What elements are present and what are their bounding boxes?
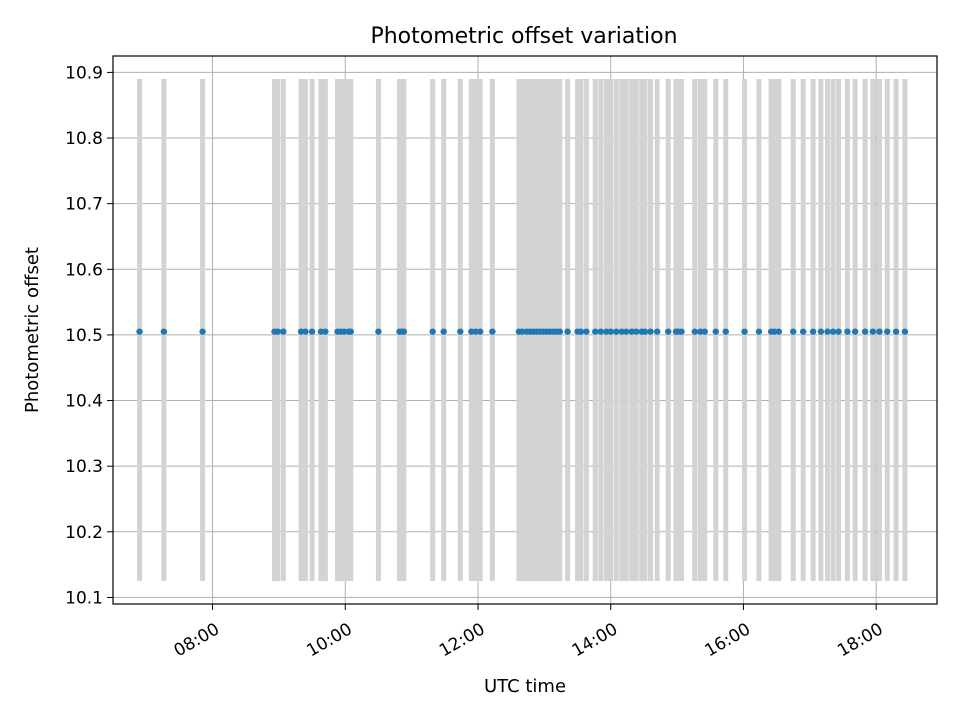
data-point — [697, 328, 704, 335]
x-tick-label: 12:00 — [436, 619, 488, 661]
data-point — [583, 328, 590, 335]
data-point — [809, 328, 817, 335]
data-point — [771, 328, 778, 335]
data-point — [274, 328, 281, 335]
x-axis-ticks: 08:00 10:00 12:00 14:00 16:00 18:00 — [171, 604, 887, 661]
data-point — [607, 328, 614, 335]
data-point — [876, 328, 883, 335]
data-point — [564, 328, 571, 335]
x-tick-label: 10:00 — [303, 619, 355, 661]
data-point — [375, 328, 382, 335]
data-point — [628, 328, 635, 335]
data-point — [160, 328, 168, 335]
data-point — [623, 328, 630, 335]
data-point — [722, 328, 729, 335]
data-point — [884, 328, 891, 335]
data-point — [317, 328, 325, 335]
y-tick-label: 10.9 — [65, 63, 103, 83]
data-point — [577, 328, 585, 335]
y-axis-label: Photometric offset — [22, 247, 43, 413]
x-tick-label: 16:00 — [702, 619, 754, 661]
data-point — [632, 328, 640, 335]
data-point — [302, 328, 309, 335]
data-point — [701, 328, 708, 335]
data-point — [472, 328, 479, 335]
data-point — [322, 328, 329, 335]
data-points — [136, 328, 909, 335]
data-point — [280, 328, 287, 335]
data-point — [603, 328, 610, 335]
data-point — [647, 328, 654, 335]
y-axis-ticks: 10.1 10.2 10.3 10.4 10.5 10.6 10.7 10.8 10.9 — [65, 63, 113, 608]
x-tick-label: 18:00 — [834, 619, 886, 661]
y-tick-label: 10.7 — [65, 195, 103, 215]
data-point — [597, 328, 604, 335]
data-point — [665, 328, 672, 335]
data-point — [347, 328, 354, 335]
plot-frame — [112, 55, 938, 605]
data-point — [556, 328, 564, 335]
y-tick-label: 10.5 — [65, 326, 103, 346]
y-tick-label: 10.1 — [65, 588, 103, 608]
data-point — [775, 328, 783, 335]
data-point — [869, 328, 877, 335]
data-point — [429, 328, 436, 335]
data-point — [824, 328, 831, 335]
x-tick-label: 14:00 — [569, 619, 621, 661]
data-point — [790, 328, 797, 335]
data-point — [653, 328, 661, 335]
data-point — [755, 328, 763, 335]
data-point — [741, 328, 748, 335]
y-tick-label: 10.2 — [65, 523, 103, 543]
data-point — [618, 328, 625, 335]
data-point — [851, 328, 859, 335]
data-point — [477, 328, 484, 335]
data-point — [861, 328, 869, 335]
data-point — [613, 328, 620, 335]
data-point — [308, 328, 316, 335]
y-tick-label: 10.8 — [65, 129, 103, 149]
data-point — [901, 328, 909, 335]
data-point — [468, 328, 475, 335]
x-axis-label: UTC time — [484, 676, 566, 697]
y-tick-label: 10.4 — [65, 392, 103, 412]
data-point — [829, 328, 837, 335]
y-tick-label: 10.6 — [65, 260, 103, 280]
data-point — [519, 328, 526, 335]
data-point — [297, 328, 305, 335]
data-point — [817, 328, 825, 335]
data-point — [844, 328, 851, 335]
y-tick-label: 10.3 — [65, 457, 103, 477]
data-point — [340, 328, 348, 335]
data-point — [641, 328, 649, 335]
chart-title: Photometric offset variation — [370, 24, 677, 49]
data-point — [440, 328, 447, 335]
data-point — [489, 328, 496, 335]
data-point — [199, 328, 206, 335]
x-tick-label: 08:00 — [171, 619, 223, 661]
data-point — [835, 328, 842, 335]
data-point — [136, 328, 143, 335]
data-point — [678, 328, 685, 335]
data-point — [457, 328, 464, 335]
data-point — [691, 328, 698, 335]
data-point — [400, 328, 408, 335]
data-point — [799, 328, 807, 335]
data-point — [712, 328, 719, 335]
data-point — [592, 328, 599, 335]
data-point — [892, 328, 900, 335]
